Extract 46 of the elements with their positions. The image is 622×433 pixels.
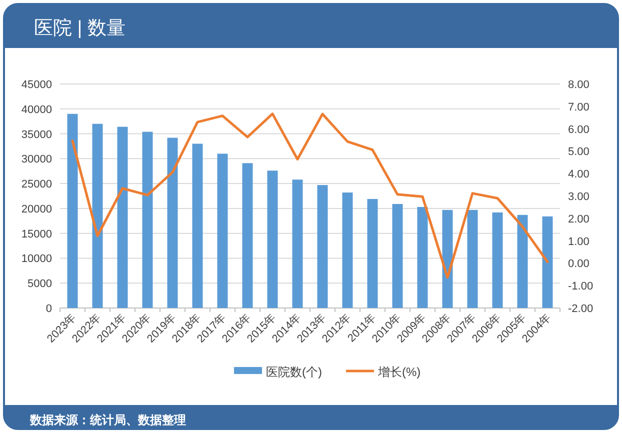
bar — [317, 185, 328, 308]
y2-tick-label: 2.00 — [568, 213, 590, 226]
chart-title: 医院 | 数量 — [34, 18, 126, 39]
bar — [542, 216, 553, 308]
y-tick-label: 25000 — [21, 178, 52, 191]
bar — [367, 198, 378, 308]
bar — [167, 138, 178, 308]
bar — [267, 170, 278, 308]
y-tick-label: 40000 — [21, 104, 52, 116]
y-tick-label: 20000 — [21, 203, 52, 216]
y-tick-label: 30000 — [21, 154, 52, 166]
bar — [117, 126, 128, 308]
bar — [67, 114, 78, 308]
bar — [192, 144, 203, 308]
y2-tick-label: 7.00 — [568, 101, 590, 114]
y2-tick-label: 6.00 — [568, 124, 590, 136]
y-tick-label: 35000 — [21, 128, 52, 141]
bar — [92, 124, 103, 308]
bar — [342, 192, 353, 308]
source-note: 数据来源：统计局、数据整理 — [29, 413, 186, 427]
y2-tick-label: 8.00 — [568, 79, 590, 91]
y-tick-label: 45000 — [21, 79, 52, 91]
legend-label: 增长(%) — [377, 365, 421, 379]
y2-tick-label: 0.00 — [568, 258, 590, 270]
bar — [217, 154, 228, 308]
bar — [292, 180, 303, 308]
y-tick-label: 10000 — [21, 253, 52, 266]
y2-tick-label: 3.00 — [568, 191, 590, 203]
bar — [417, 206, 428, 308]
bar — [517, 214, 528, 308]
y2-tick-label: 1.00 — [568, 236, 590, 248]
y2-tick-label: -1.00 — [568, 280, 594, 293]
bar — [467, 210, 478, 308]
y2-tick-label: 5.00 — [568, 146, 590, 158]
y-tick-label: 5000 — [28, 278, 52, 290]
y-tick-label: 15000 — [21, 228, 52, 240]
bar — [442, 210, 453, 308]
y2-tick-label: 4.00 — [568, 168, 590, 181]
legend-label: 医院数(个) — [266, 365, 322, 379]
y-tick-label: 0 — [46, 303, 52, 315]
y2-tick-label: -2.00 — [568, 303, 594, 315]
line-series — [71, 112, 549, 279]
bar — [492, 212, 503, 308]
bar — [392, 204, 403, 308]
bar — [242, 163, 253, 308]
bar — [142, 132, 153, 308]
